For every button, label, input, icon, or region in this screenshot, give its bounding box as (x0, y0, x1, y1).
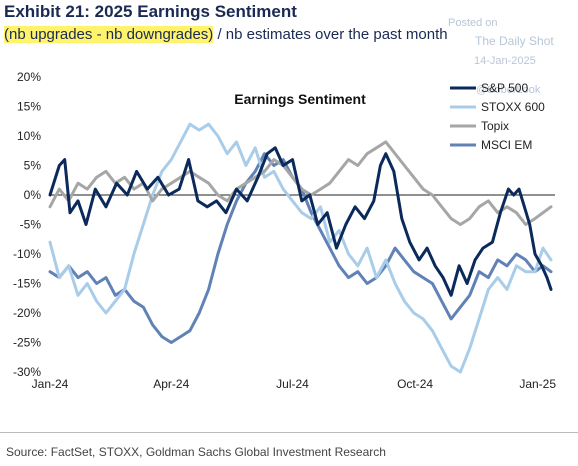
x-tick-label: Jan-24 (32, 377, 69, 391)
subtitle-highlight: (nb upgrades - nb downgrades) (4, 26, 214, 43)
y-tick-label: -10% (13, 247, 41, 261)
watermark-handle: @SoberLook (476, 84, 541, 96)
divider (0, 432, 578, 433)
y-tick-label: 20% (17, 70, 41, 84)
axes: 20%15%10%5%0%-5%-10%-15%-20%-25%-30%Jan-… (13, 70, 556, 391)
earnings-sentiment-chart: Earnings Sentiment 20% 15% 10% 5% 0% -5% -10% -… (13, 70, 556, 391)
series-line-stoxx-600 (48, 122, 553, 374)
subtitle-rest: / nb estimates over the past month (213, 26, 448, 43)
exhibit-subtitle: (nb upgrades - nb downgrades) / nb estim… (4, 26, 448, 43)
x-tick-label: Jan-25 (519, 377, 556, 391)
x-tick-label: Oct-24 (397, 377, 433, 391)
legend-label: STOXX 600 (481, 100, 545, 114)
x-tick-label: Apr-24 (153, 377, 189, 391)
y-tick-label: -20% (13, 306, 41, 320)
y-tick-label: 10% (17, 129, 41, 143)
x-tick-label: Jul-24 (276, 377, 309, 391)
series-layer (48, 122, 553, 374)
source-note: Source: FactSet, STOXX, Goldman Sachs Gl… (6, 445, 386, 459)
watermark-posted-on: Posted on (448, 17, 498, 29)
series-line-s-p-500 (48, 146, 553, 297)
exhibit-title: Exhibit 21: 2025 Earnings Sentiment (4, 2, 297, 21)
legend: S&P 500 STOXX 600 Topix MSCI EM (450, 81, 545, 152)
y-tick-label: 5% (24, 159, 42, 173)
chart-title: Earnings Sentiment (234, 91, 366, 107)
legend-label: S&P 500 (481, 81, 528, 95)
y-tick-label: -25% (13, 336, 41, 350)
series-line-topix (48, 140, 553, 226)
legend-label: MSCI EM (481, 138, 532, 152)
y-tick-label: -5% (20, 218, 42, 232)
y-tick-label: -30% (13, 365, 41, 379)
watermark-site: The Daily Shot (475, 34, 554, 48)
y-tick-label: -15% (13, 277, 41, 291)
y-tick-label: 0% (24, 188, 42, 202)
watermark-date: 14-Jan-2025 (474, 55, 536, 67)
y-tick-label: 15% (17, 100, 41, 114)
legend-label: Topix (481, 119, 509, 133)
series-line-msci-em (48, 152, 553, 344)
